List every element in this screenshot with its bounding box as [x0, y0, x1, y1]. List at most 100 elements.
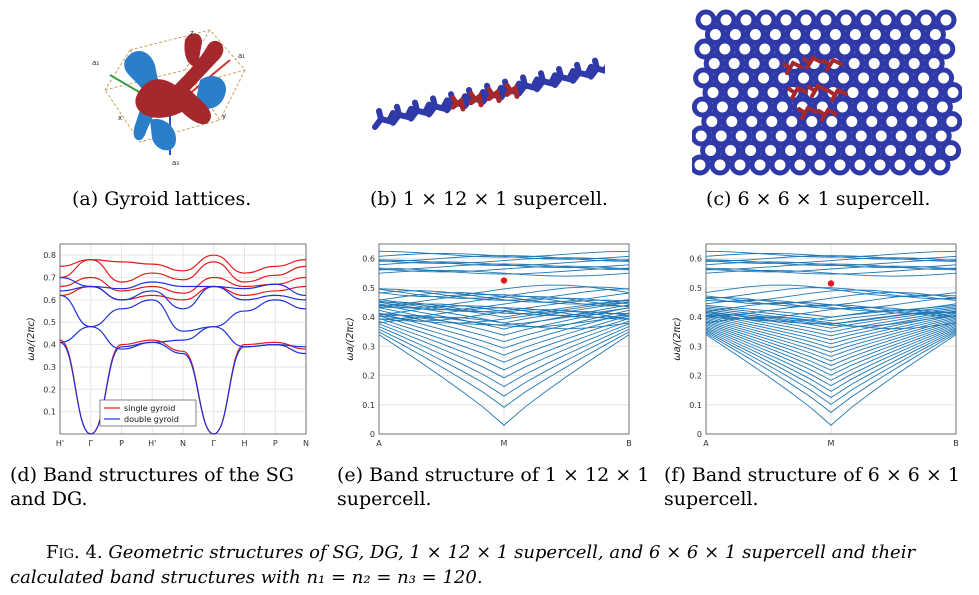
- lattice-ring: [862, 82, 884, 103]
- band-line: [378, 299, 630, 313]
- lattice-ring: [929, 154, 951, 176]
- lattice-ring: [850, 125, 872, 147]
- band-line: [59, 276, 307, 297]
- y-tick-label: 0.5: [689, 284, 702, 293]
- lattice-link: [390, 103, 414, 126]
- band-line: [705, 324, 957, 376]
- lattice-ring: [935, 9, 957, 31]
- panel-d-caption-line2: and DG.: [10, 488, 88, 510]
- axis-label-x: x: [118, 114, 122, 122]
- band-line: [378, 294, 630, 307]
- lattice-ring: [789, 154, 811, 176]
- band-line: [378, 284, 630, 297]
- highlight-link: [504, 82, 520, 99]
- band-line: [378, 252, 630, 260]
- y-tick-label: 0.3: [362, 342, 375, 351]
- band-line: [705, 287, 957, 300]
- y-tick-label: 0.4: [689, 313, 702, 322]
- band-line: [705, 323, 957, 371]
- lattice-ring: [894, 38, 916, 60]
- x-tick-label: B: [626, 439, 632, 448]
- figure-label: Fig. 4.: [46, 542, 103, 563]
- red-gyroid-surface: [135, 33, 224, 125]
- band-line: [705, 328, 957, 392]
- band-line: [705, 310, 957, 333]
- band-line: [378, 323, 630, 379]
- lattice-ring: [744, 24, 766, 45]
- lattice-ring: [734, 38, 756, 60]
- band-line: [59, 285, 307, 310]
- y-tick-label: 0.5: [362, 284, 375, 293]
- lattice-ring: [930, 125, 952, 147]
- band-line: [378, 267, 630, 275]
- axis-label-y: y: [222, 112, 226, 120]
- panel-a-caption: (a) Gyroid lattices.: [72, 188, 252, 210]
- band-line: [378, 290, 630, 303]
- lattice-link: [426, 95, 450, 118]
- lattice-ring: [760, 140, 782, 161]
- band-line: [705, 318, 957, 357]
- lattice-ring: [814, 38, 836, 60]
- lattice-ring: [764, 24, 786, 45]
- lattice-ring: [829, 154, 851, 176]
- lattice-ring: [870, 125, 892, 147]
- lattice-ring: [921, 111, 943, 132]
- lattice-link: [588, 57, 605, 80]
- band-line: [705, 261, 957, 269]
- band-line: [705, 321, 957, 366]
- lattice-ring: [835, 9, 857, 31]
- band-line: [378, 312, 630, 349]
- y-tick-label: 0.1: [43, 408, 56, 417]
- highlight-link: [822, 57, 843, 72]
- lattice-ring: [692, 154, 711, 176]
- lattice-ring: [891, 96, 913, 118]
- lattice-ring: [874, 38, 896, 60]
- lattice-ring: [714, 38, 736, 60]
- lattice-ring: [781, 111, 803, 132]
- lattice-ring: [880, 140, 902, 161]
- lattice-ring: [693, 67, 715, 89]
- lattice-link: [570, 61, 594, 84]
- band-structure-1x12x1-chart: 0 0.1 0.2 0.3 0.4 0.5 0.6 A M Bωa/(2πc): [345, 243, 632, 448]
- plot-frame: [59, 243, 307, 435]
- lattice-ring: [801, 111, 823, 132]
- band-line: [378, 259, 630, 267]
- lattice-ring: [780, 140, 802, 161]
- lattice-ring: [769, 154, 791, 176]
- lattice-ring: [751, 96, 773, 118]
- x-tick-label: N: [303, 439, 309, 448]
- blue-gyroid-surface: [124, 50, 226, 151]
- band-line: [378, 314, 630, 328]
- panel-f-caption-line1: (f) Band structure of 6 × 6 × 1: [664, 464, 960, 486]
- band-line: [378, 265, 630, 273]
- y-tick-label: 0.2: [43, 385, 56, 394]
- y-tick-label: 0.3: [43, 363, 56, 372]
- lattice-ring: [782, 82, 804, 103]
- figure-caption: Fig. 4. Geometric structures of SG, DG, …: [10, 540, 970, 590]
- lattice-ring: [824, 24, 846, 45]
- band-line: [705, 334, 957, 426]
- lattice-ring: [804, 24, 826, 45]
- lattice-ring: [933, 67, 955, 89]
- lattice-ring: [710, 125, 732, 147]
- lattice-ring: [749, 154, 771, 176]
- lattice-ring: [940, 140, 962, 161]
- band-line: [705, 314, 957, 345]
- highlight-link: [486, 87, 502, 104]
- band-line: [378, 295, 630, 309]
- y-tick-label: 0.7: [43, 274, 56, 283]
- lattice-ring: [875, 9, 897, 31]
- lattice-ring: [923, 53, 945, 74]
- lattice-ring: [750, 125, 772, 147]
- lattice-ring: [770, 125, 792, 147]
- lattice-ring: [774, 38, 796, 60]
- lattice-ring: [869, 154, 891, 176]
- axis-label-z: z: [190, 29, 194, 37]
- lattice-ring: [735, 9, 757, 31]
- lattice-ring: [761, 111, 783, 132]
- lattice-ring: [730, 125, 752, 147]
- lattice-ring: [701, 111, 723, 132]
- lattice-ring: [709, 154, 731, 176]
- band-line: [59, 259, 307, 283]
- band-line: [378, 309, 630, 343]
